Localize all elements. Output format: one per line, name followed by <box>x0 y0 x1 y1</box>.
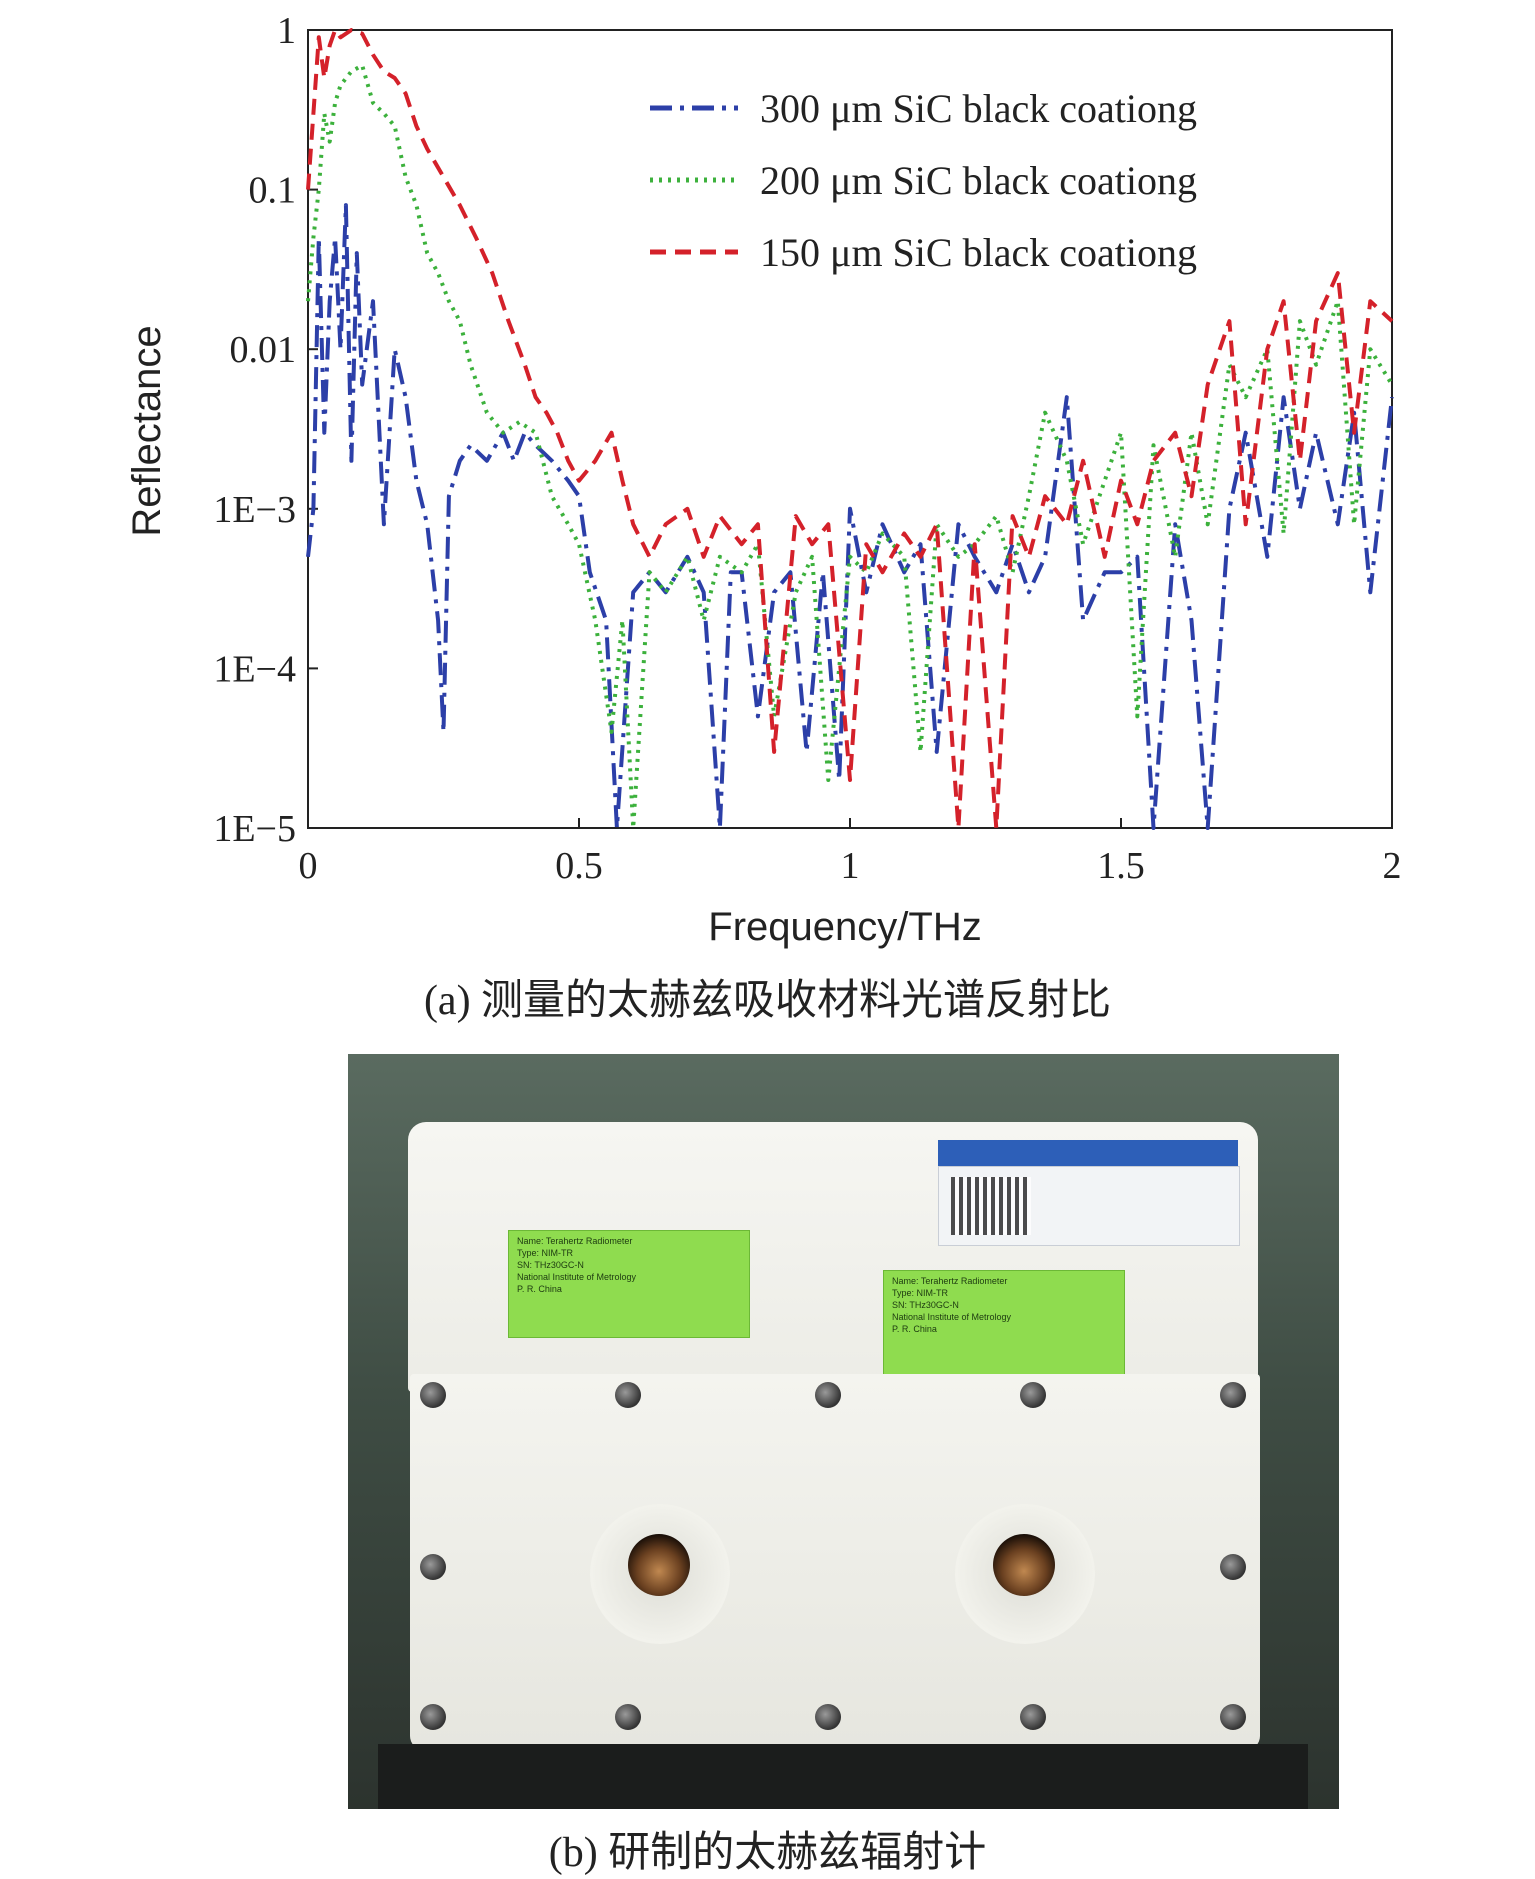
legend-label-3: 150 μm SiC black coationg <box>760 230 1197 275</box>
chart-axes: 0 0.5 1 1.5 2 1E−5 1E−4 1E−3 0.01 0.1 1 <box>213 10 1401 887</box>
detector-aperture-icon <box>993 1534 1055 1596</box>
nameplate-right: Name: Terahertz Radiometer Type: NIM-TR SN… <box>883 1270 1125 1378</box>
chart-series-layer <box>306 28 1394 830</box>
y-axis-label: Reflectance <box>125 325 169 536</box>
legend-label-2: 200 μm SiC black coationg <box>760 158 1197 203</box>
caption-a: (a) 测量的太赫兹吸收材料光谱反射比 <box>423 978 1112 1024</box>
x-axis-label: Frequency/THz <box>708 905 981 949</box>
series-line-1 <box>306 203 1394 830</box>
mounting-base <box>378 1744 1308 1809</box>
screw-icon <box>815 1704 841 1730</box>
x-tick-label: 0 <box>299 845 318 887</box>
reflectance-chart: 0 0.5 1 1.5 2 1E−5 1E−4 1E−3 0.01 0.1 1 300 μm SiC… <box>125 10 1402 949</box>
screw-icon <box>420 1554 446 1580</box>
x-tick-label: 1.5 <box>1097 845 1145 887</box>
nameplate-left: Name: Terahertz Radiometer Type: NIM-TR SN… <box>508 1230 750 1338</box>
nameplate-left-text: Name: Terahertz Radiometer Type: NIM-TR SN… <box>517 1236 637 1294</box>
screw-icon <box>1020 1704 1046 1730</box>
screw-icon <box>1220 1554 1246 1580</box>
screw-icon <box>420 1382 446 1408</box>
detector-port-left <box>590 1504 730 1644</box>
series-line-2 <box>306 63 1394 830</box>
y-tick-label: 1E−4 <box>213 648 296 690</box>
radiometer-front-face <box>410 1374 1260 1750</box>
manufacturer-label-header <box>938 1140 1238 1166</box>
x-tick-label: 2 <box>1383 845 1402 887</box>
screw-icon <box>1020 1382 1046 1408</box>
qr-code-icon <box>951 1177 1031 1235</box>
chart-legend: 300 μm SiC black coationg 200 μm SiC blac… <box>650 86 1197 275</box>
detector-aperture-icon <box>628 1534 690 1596</box>
y-tick-label: 1E−3 <box>213 489 296 531</box>
screw-icon <box>815 1382 841 1408</box>
series-line-3 <box>306 28 1394 830</box>
y-tick-label: 1E−5 <box>213 808 296 850</box>
nameplate-right-text: Name: Terahertz Radiometer Type: NIM-TR SN… <box>892 1276 1012 1334</box>
y-tick-label: 0.01 <box>230 329 297 371</box>
radiometer-top-face: Name: Terahertz Radiometer Type: NIM-TR SN… <box>408 1122 1258 1392</box>
plot-frame <box>307 29 1393 829</box>
caption-b: (b) 研制的太赫兹辐射计 <box>548 1830 987 1876</box>
screw-icon <box>1220 1382 1246 1408</box>
screw-icon <box>1220 1704 1246 1730</box>
screw-icon <box>615 1704 641 1730</box>
screw-icon <box>420 1704 446 1730</box>
y-tick-label: 0.1 <box>249 170 297 212</box>
x-tick-label: 0.5 <box>555 845 603 887</box>
x-tick-label: 1 <box>841 845 860 887</box>
manufacturer-label-body <box>938 1166 1240 1246</box>
screw-icon <box>615 1382 641 1408</box>
y-tick-label: 1 <box>277 10 296 52</box>
radiometer-photo: Name: Terahertz Radiometer Type: NIM-TR SN… <box>348 1054 1339 1809</box>
legend-label-1: 300 μm SiC black coationg <box>760 86 1197 131</box>
detector-port-right <box>955 1504 1095 1644</box>
